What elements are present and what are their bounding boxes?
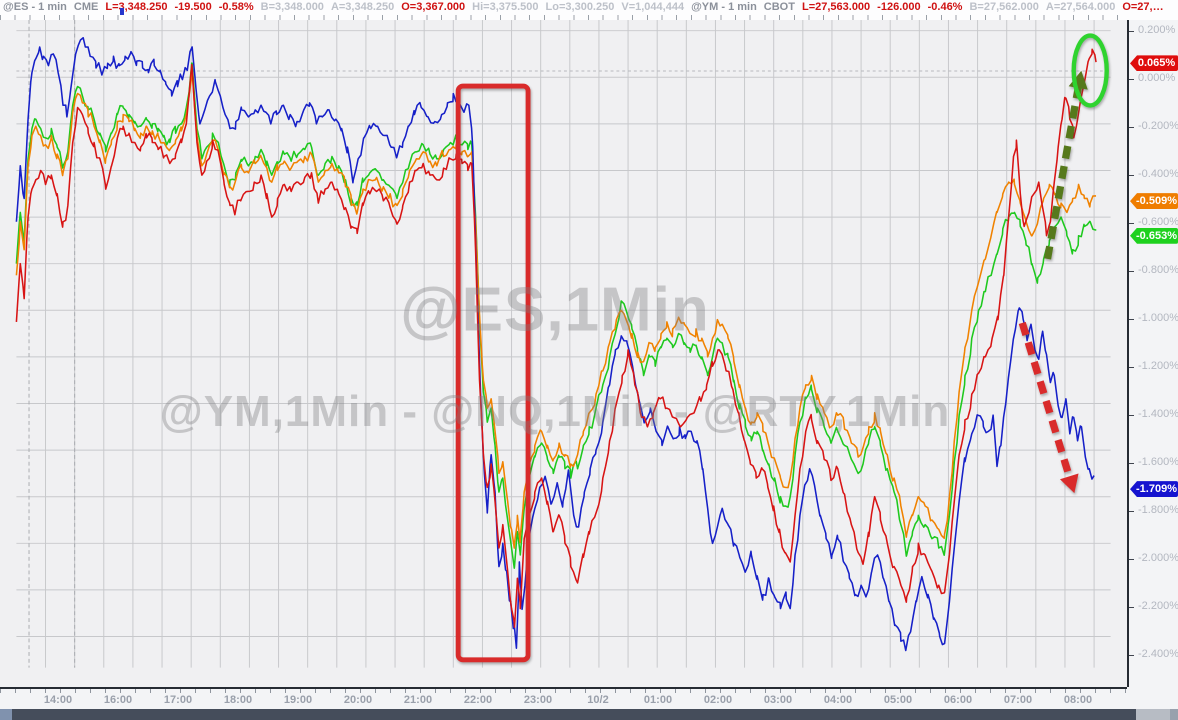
time-tick-label: 01:00 bbox=[643, 694, 673, 706]
quote-segment: @YM - 1 min bbox=[691, 1, 757, 13]
price-tick-label: -0.600% bbox=[1138, 216, 1178, 228]
price-tick-label: -2.200% bbox=[1138, 600, 1178, 612]
chart-canvas[interactable] bbox=[0, 20, 1127, 687]
price-tick-label: 0.200% bbox=[1138, 24, 1176, 36]
series-line-es1min bbox=[15, 48, 1097, 628]
price-tick-label: -1.400% bbox=[1138, 408, 1178, 420]
last-price-badge: -1.709% bbox=[1130, 481, 1178, 498]
time-tick-label: 06:00 bbox=[943, 694, 973, 706]
quote-segment: Lo=3,300.250 bbox=[545, 1, 615, 13]
price-tick-label: -1.800% bbox=[1138, 504, 1178, 516]
price-tick-mark bbox=[1129, 655, 1134, 656]
price-tick-label: -0.200% bbox=[1138, 120, 1178, 132]
time-tick-label: 20:00 bbox=[343, 694, 373, 706]
price-tick-label: -2.000% bbox=[1138, 552, 1178, 564]
quote-segments: @ES - 1 min CME L=3,348.250 -19.500 -0.58% B=… bbox=[3, 1, 1171, 13]
time-tick-label: 22:00 bbox=[463, 694, 493, 706]
quote-segment: V=1,044,444 bbox=[621, 1, 685, 13]
breakout-highlight-ellipse bbox=[1071, 33, 1109, 108]
series-line-nq1min bbox=[15, 62, 1097, 569]
time-tick-label: 23:00 bbox=[523, 694, 553, 706]
time-tick-label: 14:00 bbox=[43, 694, 73, 706]
quote-segment: -19.500 bbox=[174, 1, 212, 13]
quote-segment: CME bbox=[73, 1, 99, 13]
time-tick-label: 05:00 bbox=[883, 694, 913, 706]
quote-header-bar: @ES - 1 min CME L=3,348.250 -19.500 -0.58% B=… bbox=[0, 0, 1178, 20]
price-tick-mark bbox=[1129, 367, 1134, 368]
top-axis-ticks bbox=[0, 15, 1127, 20]
down-trend-arrow bbox=[1018, 321, 1079, 494]
price-tick-label: -1.000% bbox=[1138, 312, 1178, 324]
price-tick-label: -0.400% bbox=[1138, 168, 1178, 180]
quote-segment: B=27,562.000 bbox=[969, 1, 1039, 13]
quote-segment: O=27,… bbox=[1122, 1, 1164, 13]
last-price-badge: 0.065% bbox=[1130, 55, 1178, 72]
price-tick-mark bbox=[1129, 31, 1134, 32]
quote-segment: CBOT bbox=[763, 1, 795, 13]
price-tick-mark bbox=[1129, 463, 1134, 464]
blue-candle-marker-icon bbox=[120, 8, 124, 15]
time-tick-label: 21:00 bbox=[403, 694, 433, 706]
last-price-badge: -0.509% bbox=[1130, 193, 1178, 210]
price-tick-label: -1.600% bbox=[1138, 456, 1178, 468]
quote-segment: @ES - 1 min bbox=[3, 1, 67, 13]
time-tick-label: 02:00 bbox=[703, 694, 733, 706]
time-axis[interactable]: 14:00 16:00 17:00 18:00 19:00 20:00 21:00 22:00… bbox=[0, 687, 1127, 709]
price-tick-mark bbox=[1129, 175, 1134, 176]
scrollbar-right-cap[interactable] bbox=[1170, 709, 1178, 720]
price-tick-mark bbox=[1129, 511, 1134, 512]
quote-segment: B=3,348.000 bbox=[260, 1, 324, 13]
time-tick-label: 07:00 bbox=[1003, 694, 1033, 706]
time-tick-label: 19:00 bbox=[283, 694, 313, 706]
price-tick-mark bbox=[1129, 415, 1134, 416]
crash-highlight-box bbox=[455, 83, 531, 663]
quote-segment: -0.46% bbox=[927, 1, 963, 13]
price-tick-mark bbox=[1129, 127, 1134, 128]
time-tick-label: 18:00 bbox=[223, 694, 253, 706]
price-tick-label: 0.000% bbox=[1138, 72, 1176, 84]
price-axis[interactable]: 0.200% 0.000% -0.200% -0.400% -0.600% -0.800%… bbox=[1127, 20, 1178, 687]
time-tick-label: 10/2 bbox=[587, 694, 609, 706]
price-tick-mark bbox=[1129, 607, 1134, 608]
scrollbar-left-cap[interactable] bbox=[0, 709, 12, 720]
price-tick-label: -1.200% bbox=[1138, 360, 1178, 372]
scrollbar-thumb[interactable] bbox=[1136, 709, 1170, 720]
price-tick-label: -0.800% bbox=[1138, 264, 1178, 276]
time-tick-label: 04:00 bbox=[823, 694, 853, 706]
horizontal-scrollbar[interactable] bbox=[0, 709, 1178, 720]
price-tick-label: -2.400% bbox=[1138, 648, 1178, 660]
chart-plot-area[interactable]: @ES,1Min @YM,1Min - @NQ,1Min - @RTY,1Min bbox=[0, 20, 1127, 687]
price-tick-mark bbox=[1129, 559, 1134, 560]
quote-segment: A=27,564.000 bbox=[1045, 1, 1116, 13]
series-line-rty1min bbox=[15, 36, 1095, 652]
last-price-badge: -0.653% bbox=[1130, 227, 1178, 244]
bottom-axis-ticks bbox=[0, 689, 1127, 693]
time-tick-label: 16:00 bbox=[103, 694, 133, 706]
axis-corner bbox=[1127, 687, 1178, 709]
price-tick-mark bbox=[1129, 271, 1134, 272]
quote-segment: Hi=3,375.500 bbox=[472, 1, 539, 13]
quote-segment: -0.58% bbox=[218, 1, 254, 13]
series-line-ym1min bbox=[15, 69, 1097, 549]
annotations-layer bbox=[455, 33, 1109, 663]
price-tick-mark bbox=[1129, 79, 1134, 80]
time-tick-label: 03:00 bbox=[763, 694, 793, 706]
quote-segment: -126.000 bbox=[877, 1, 921, 13]
quote-segment: L=27,563.000 bbox=[801, 1, 871, 13]
time-tick-label: 17:00 bbox=[163, 694, 193, 706]
quote-segment: L=3,348.250 bbox=[105, 1, 168, 13]
quote-segment: A=3,348.250 bbox=[330, 1, 395, 13]
time-tick-label: 08:00 bbox=[1063, 694, 1093, 706]
quote-segment: O=3,367.000 bbox=[401, 1, 466, 13]
price-tick-mark bbox=[1129, 319, 1134, 320]
price-tick-mark bbox=[1129, 223, 1134, 224]
